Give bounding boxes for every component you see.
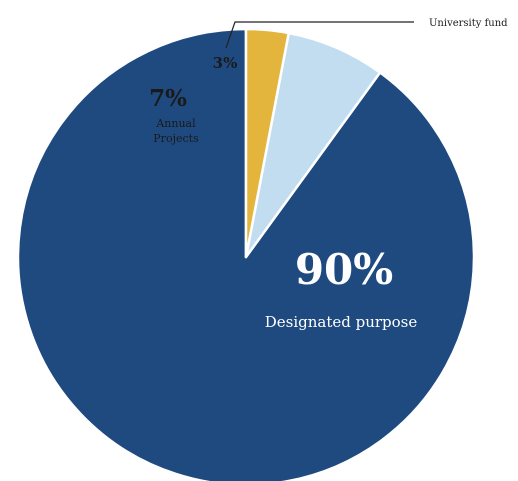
pie-slices <box>16 27 476 481</box>
slice-label-university: University fund <box>429 18 508 29</box>
callout-leader-line-university <box>225 21 414 49</box>
slice-label-annual-line1: Annual <box>155 117 196 130</box>
slice-percent-label-designated: 90% <box>295 245 393 294</box>
slice-percent-label-university: 3% <box>213 54 238 72</box>
pie-slice-university <box>244 27 290 259</box>
slice-label-designated: Designated purpose <box>265 313 418 331</box>
slice-percent-label-annual: 7% <box>149 85 187 112</box>
slice-label-annual-line2: Projects <box>153 132 199 145</box>
pie-slice-designated <box>16 27 476 481</box>
